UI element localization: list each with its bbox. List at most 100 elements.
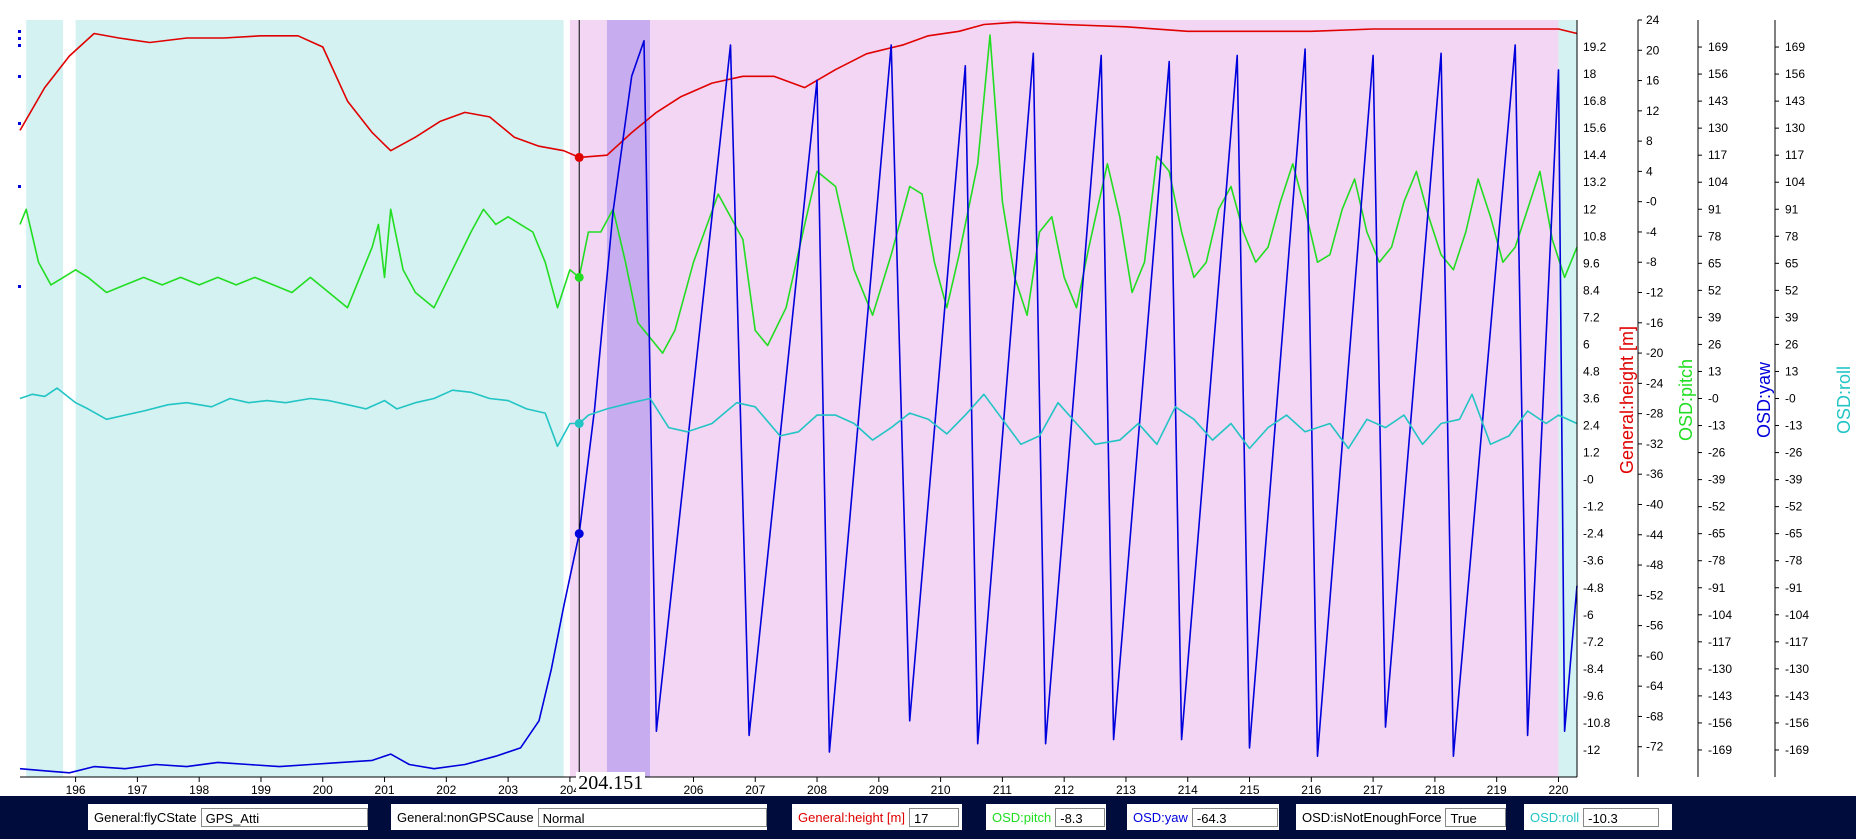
left-edge-marker (18, 30, 21, 33)
y-tick-label: 3.6 (1583, 392, 1600, 406)
y-tick-label: -39 (1708, 473, 1726, 487)
y-tick-label: 143 (1785, 94, 1805, 108)
axis-title-pitch: OSD:pitch (1676, 359, 1696, 441)
x-tick-label: 199 (251, 783, 271, 796)
y-tick-label: -4.8 (1583, 581, 1604, 595)
y-tick-label: 39 (1785, 310, 1799, 324)
y-tick-label: 6 (1583, 337, 1590, 351)
y-tick-label: -24 (1646, 376, 1664, 390)
x-tick-label: 198 (189, 783, 209, 796)
x-tick-label: 197 (127, 783, 147, 796)
y-tick-label: -20 (1646, 346, 1664, 360)
y-tick-label: 4.8 (1583, 364, 1600, 378)
y-tick-label: -1.2 (1583, 500, 1604, 514)
plot-frame (20, 20, 1578, 778)
footer-value-yaw[interactable]: -64.3 (1191, 807, 1278, 827)
y-tick-label: 78 (1708, 229, 1722, 243)
y-tick-label: 12 (1646, 104, 1660, 118)
y-tick-label: -4 (1646, 225, 1657, 239)
left-edge-marker (18, 44, 21, 47)
y-tick-label: -44 (1646, 528, 1664, 542)
y-tick-label: -8.4 (1583, 662, 1604, 676)
y-tick-label: -68 (1646, 709, 1664, 723)
footer-field-isnotenoughforce: OSD:isNotEnoughForce True (1296, 804, 1506, 830)
y-tick-label: -117 (1785, 635, 1808, 649)
series-line-yaw (19, 40, 1578, 774)
y-tick-label: 156 (1708, 67, 1728, 81)
y-tick-label: 65 (1708, 256, 1722, 270)
footer-label-flycstate: General:flyCState (94, 809, 197, 825)
y-tick-label: 13.2 (1583, 175, 1607, 189)
footer-field-height: General:height [m] 17 (792, 804, 962, 830)
x-tick-label: 208 (807, 783, 827, 796)
y-tick-label: -0 (1583, 473, 1594, 487)
series-lines (19, 21, 1578, 774)
y-tick-label: -130 (1785, 662, 1809, 676)
left-edge-marker (18, 75, 21, 78)
series-line-height (19, 21, 1578, 159)
x-tick-label: 207 (745, 783, 765, 796)
footer-field-nongpscause: General:nonGPSCause Normal (391, 804, 767, 830)
y-tick-label: 65 (1785, 256, 1799, 270)
y-tick-label: -64 (1646, 679, 1664, 693)
y-tick-label: -65 (1708, 527, 1726, 541)
axis-title-height: General:height [m] (1617, 326, 1637, 474)
y-tick-label: -0 (1708, 392, 1719, 406)
y-tick-label: -117 (1708, 635, 1731, 649)
x-tick-label: 212 (1054, 783, 1074, 796)
y-tick-label: 2.4 (1583, 419, 1600, 433)
y-tick-label: -91 (1785, 581, 1803, 595)
y-tick-label: 78 (1785, 229, 1799, 243)
x-tick-label: 217 (1363, 783, 1383, 796)
y-tick-label: -32 (1646, 437, 1664, 451)
y-tick-label: -143 (1708, 689, 1732, 703)
band-other (650, 20, 1559, 777)
cursor-dot-yaw (574, 529, 584, 539)
y-tick-label: 14.4 (1583, 148, 1607, 162)
y-tick-label: 156 (1785, 67, 1805, 81)
y-tick-label: -12 (1646, 286, 1664, 300)
y-tick-label: 9.6 (1583, 256, 1600, 270)
left-edge-marker (18, 185, 21, 188)
y-tick-label: -52 (1708, 500, 1726, 514)
y-tick-label: 8.4 (1583, 283, 1600, 297)
y-tick-label: -78 (1785, 554, 1803, 568)
x-tick-label: 203 (498, 783, 518, 796)
y-tick-label: -7.2 (1583, 635, 1604, 649)
y-tick-label: -48 (1646, 558, 1664, 572)
y-tick-label: 26 (1785, 337, 1799, 351)
footer-value-nongpscause[interactable]: Normal (537, 807, 767, 827)
footer-label-yaw: OSD:yaw (1133, 809, 1188, 825)
band-gps_atti (75, 20, 564, 777)
y-tick-label: 19.2 (1583, 40, 1607, 54)
y-tick-label: -28 (1646, 407, 1664, 421)
y-tick-label: 39 (1708, 310, 1722, 324)
footer-value-height[interactable]: 17 (908, 807, 959, 827)
time-cursor[interactable] (574, 20, 584, 777)
y-tick-label: -8 (1646, 255, 1657, 269)
footer-label-roll: OSD:roll (1530, 809, 1580, 825)
y-tick-label: 18 (1583, 67, 1597, 81)
footer-field-yaw: OSD:yaw -64.3 (1127, 804, 1279, 830)
y-tick-label: -36 (1646, 467, 1664, 481)
footer-value-pitch[interactable]: -8.3 (1055, 807, 1106, 827)
x-tick-label: 219 (1487, 783, 1507, 796)
cursor-time-label: 204.151 (576, 772, 646, 794)
footer-value-roll[interactable]: -10.3 (1583, 807, 1660, 827)
footer-value-isnotenoughforce[interactable]: True (1445, 807, 1506, 827)
band-gps_atti (26, 20, 64, 777)
x-tick-label: 220 (1548, 783, 1568, 796)
y-tick-label: 117 (1708, 148, 1727, 162)
y-tick-label: 13 (1708, 364, 1722, 378)
y-tick-label: 52 (1708, 283, 1722, 297)
y-tick-label: -39 (1785, 473, 1803, 487)
x-tick-label: 209 (869, 783, 889, 796)
flight-log-chart[interactable]: 1961971981992002012022032042052062072082… (0, 0, 1856, 796)
y-tick-label: 104 (1708, 175, 1728, 189)
y-tick-label: 26 (1708, 337, 1722, 351)
y-tick-label: 52 (1785, 283, 1799, 297)
footer-value-flycstate[interactable]: GPS_Atti (200, 807, 368, 827)
footer-field-flycstate: General:flyCState GPS_Atti (88, 804, 368, 830)
x-tick-label: 211 (993, 783, 1012, 796)
y-tick-label: -169 (1785, 743, 1809, 757)
